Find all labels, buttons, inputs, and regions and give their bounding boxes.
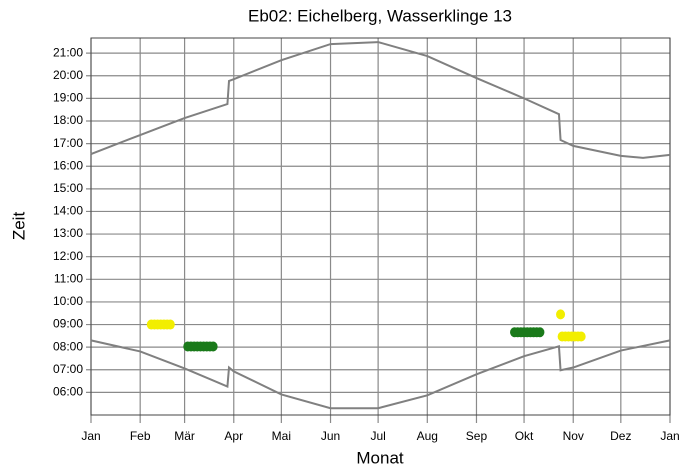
y-tick-label: 09:00: [53, 317, 83, 331]
x-tick-label: Nov: [563, 429, 584, 443]
x-tick-label: Jan: [81, 429, 100, 443]
shadow-point: [208, 341, 218, 352]
x-tick-label: Mär: [174, 429, 195, 443]
y-axis-label: Zeit: [9, 212, 28, 241]
chart-title: Eb02: Eichelberg, Wasserklinge 13: [248, 6, 512, 25]
y-tick-label: 17:00: [53, 136, 83, 150]
y-tick-label: 14:00: [53, 204, 83, 218]
shadow-point: [576, 331, 586, 342]
y-tick-label: 10:00: [53, 294, 83, 308]
y-tick-label: 18:00: [53, 113, 83, 127]
y-tick-label: 15:00: [53, 181, 83, 195]
x-tick-label: Jan: [660, 429, 679, 443]
shadow-point: [165, 319, 175, 330]
x-tick-label: Aug: [417, 429, 438, 443]
shadow-point: [535, 327, 545, 338]
x-tick-label: Apr: [224, 429, 243, 443]
y-tick-label: 11:00: [54, 271, 83, 285]
y-tick-label: 21:00: [53, 45, 83, 59]
x-axis-label: Monat: [356, 448, 404, 467]
y-tick-label: 19:00: [53, 91, 83, 105]
x-tick-label: Jul: [370, 429, 385, 443]
y-tick-label: 13:00: [53, 226, 83, 240]
line: [90, 41, 671, 159]
x-tick-label: Okt: [515, 429, 534, 443]
y-tick-label: 08:00: [53, 339, 83, 353]
plot-frame: [90, 37, 671, 416]
y-tick-label: 12:00: [53, 249, 83, 263]
x-tick-label: Feb: [130, 429, 151, 443]
shadow-point: [556, 309, 566, 320]
y-tick-label: 07:00: [53, 362, 83, 376]
y-tick-label: 20:00: [53, 68, 83, 82]
y-tick-label: 06:00: [53, 385, 83, 399]
x-tick-label: Dez: [610, 429, 631, 443]
x-tick-label: Jun: [321, 429, 340, 443]
y-tick-label: 16:00: [53, 158, 83, 172]
x-tick-label: Mai: [272, 429, 291, 443]
line: [90, 339, 671, 410]
x-tick-label: Sep: [466, 429, 488, 443]
